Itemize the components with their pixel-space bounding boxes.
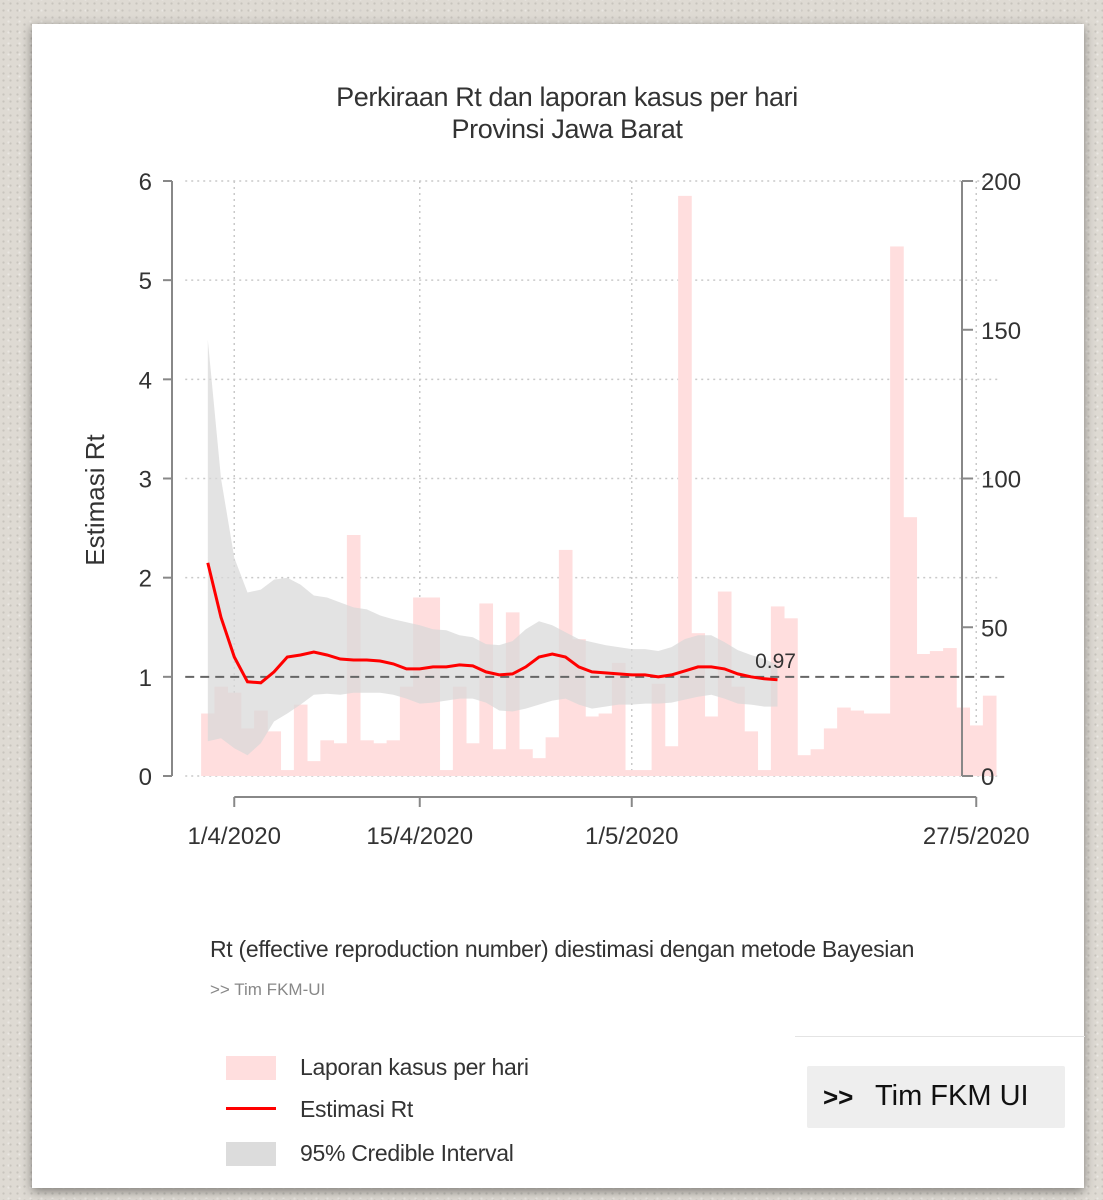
x-tick-label: 1/4/2020: [188, 823, 281, 850]
case-bar: [320, 740, 335, 776]
credible-interval-band: [207, 339, 778, 756]
case-bar: [399, 686, 414, 776]
y-left-tick-label: 6: [139, 169, 152, 196]
y-axis-left-label: Estimasi Rt: [80, 433, 110, 565]
chart-title: Perkiraan Rt dan laporan kasus per hari: [336, 82, 798, 112]
case-bar: [916, 654, 931, 776]
case-bar: [545, 737, 560, 776]
case-bar: [784, 618, 798, 776]
legend-item-rt: Estimasi Rt: [226, 1096, 586, 1126]
case-bar: [439, 770, 454, 776]
legend-label-ci: 95% Credible Interval: [300, 1140, 514, 1166]
case-bar: [307, 761, 321, 776]
case-bar: [943, 648, 957, 776]
case-bar: [823, 728, 838, 776]
legend-swatch-ci: [226, 1142, 276, 1166]
case-bar: [929, 651, 944, 776]
case-bar: [956, 707, 971, 776]
divider: [795, 1036, 1085, 1037]
y-right-tick-label: 50: [981, 615, 1008, 642]
y-right-tick-label: 100: [981, 467, 1021, 494]
case-bar: [850, 710, 865, 776]
case-bar: [863, 713, 878, 776]
case-bar: [744, 731, 759, 776]
case-bar: [638, 770, 653, 776]
legend-item-ci: 95% Credible Interval: [226, 1140, 586, 1170]
case-bar: [267, 731, 282, 776]
case-bar: [519, 749, 533, 776]
rt-estimate-line: [206, 562, 778, 685]
y-right-tick-label: 0: [981, 764, 994, 791]
legend-item-cases: Laporan kasus per hari: [226, 1054, 586, 1084]
chart-caption: Rt (effective reproduction number) diest…: [210, 936, 915, 962]
case-bar: [466, 743, 480, 776]
case-bar: [452, 686, 467, 776]
y-left-tick-label: 0: [139, 764, 152, 791]
rt-end-value-label: 0.97: [755, 650, 796, 673]
case-bar: [797, 755, 812, 776]
case-bar: [969, 725, 984, 776]
legend-label-cases: Laporan kasus per hari: [300, 1054, 529, 1080]
case-bar: [903, 517, 918, 776]
case-bar: [585, 716, 600, 776]
chart-card: Perkiraan Rt dan laporan kasus per hari …: [32, 24, 1084, 1188]
y-left-tick-label: 1: [139, 665, 152, 692]
chart-subtitle: Provinsi Jawa Barat: [452, 114, 684, 144]
y-right-tick-label: 150: [981, 318, 1021, 345]
case-bar: [890, 246, 904, 776]
y-left-tick-label: 4: [139, 367, 152, 394]
case-bar: [731, 686, 745, 776]
x-tick-label: 1/5/2020: [585, 823, 678, 850]
case-bar: [678, 195, 692, 776]
chart-svg: Perkiraan Rt dan laporan kasus per hari …: [80, 82, 1030, 850]
badge-text: Tim FKM UI: [875, 1080, 1029, 1112]
case-bar: [293, 704, 308, 776]
case-bar: [492, 749, 507, 776]
badge-arrows-icon: >>: [823, 1082, 854, 1112]
y-right-tick-label: 200: [981, 169, 1021, 196]
case-bar: [837, 707, 851, 776]
legend-swatch-rt: [226, 1107, 276, 1110]
case-bar: [373, 743, 388, 776]
x-tick-label: 15/4/2020: [366, 823, 473, 850]
source-note: >> Tim FKM-UI: [210, 980, 326, 999]
case-bar: [770, 606, 785, 776]
case-bar: [598, 713, 613, 776]
y-left-tick-label: 3: [139, 467, 152, 494]
x-tick-label: 27/5/2020: [923, 823, 1030, 850]
case-bar: [982, 695, 997, 776]
y-left-tick-label: 2: [139, 566, 152, 593]
case-bar: [333, 743, 348, 776]
legend-swatch-cases: [226, 1056, 276, 1080]
axes: 0 1 2 3 4 5 6 0 50 100 150 200 1/4/2020 15/4/2020 1/5/…: [139, 169, 1030, 850]
case-bar: [386, 740, 401, 776]
legend-label-rt: Estimasi Rt: [300, 1096, 413, 1122]
case-bar: [625, 770, 639, 776]
case-bar: [876, 713, 891, 776]
case-bar: [360, 740, 374, 776]
case-bar: [810, 749, 825, 776]
y-left-tick-label: 5: [139, 268, 152, 295]
case-bar: [280, 770, 295, 776]
case-bar: [532, 758, 547, 776]
case-bar: [664, 746, 679, 776]
team-badge: >> Tim FKM UI: [807, 1066, 1065, 1128]
case-bar: [651, 683, 666, 776]
case-bar: [757, 770, 772, 776]
case-bar: [704, 716, 719, 776]
